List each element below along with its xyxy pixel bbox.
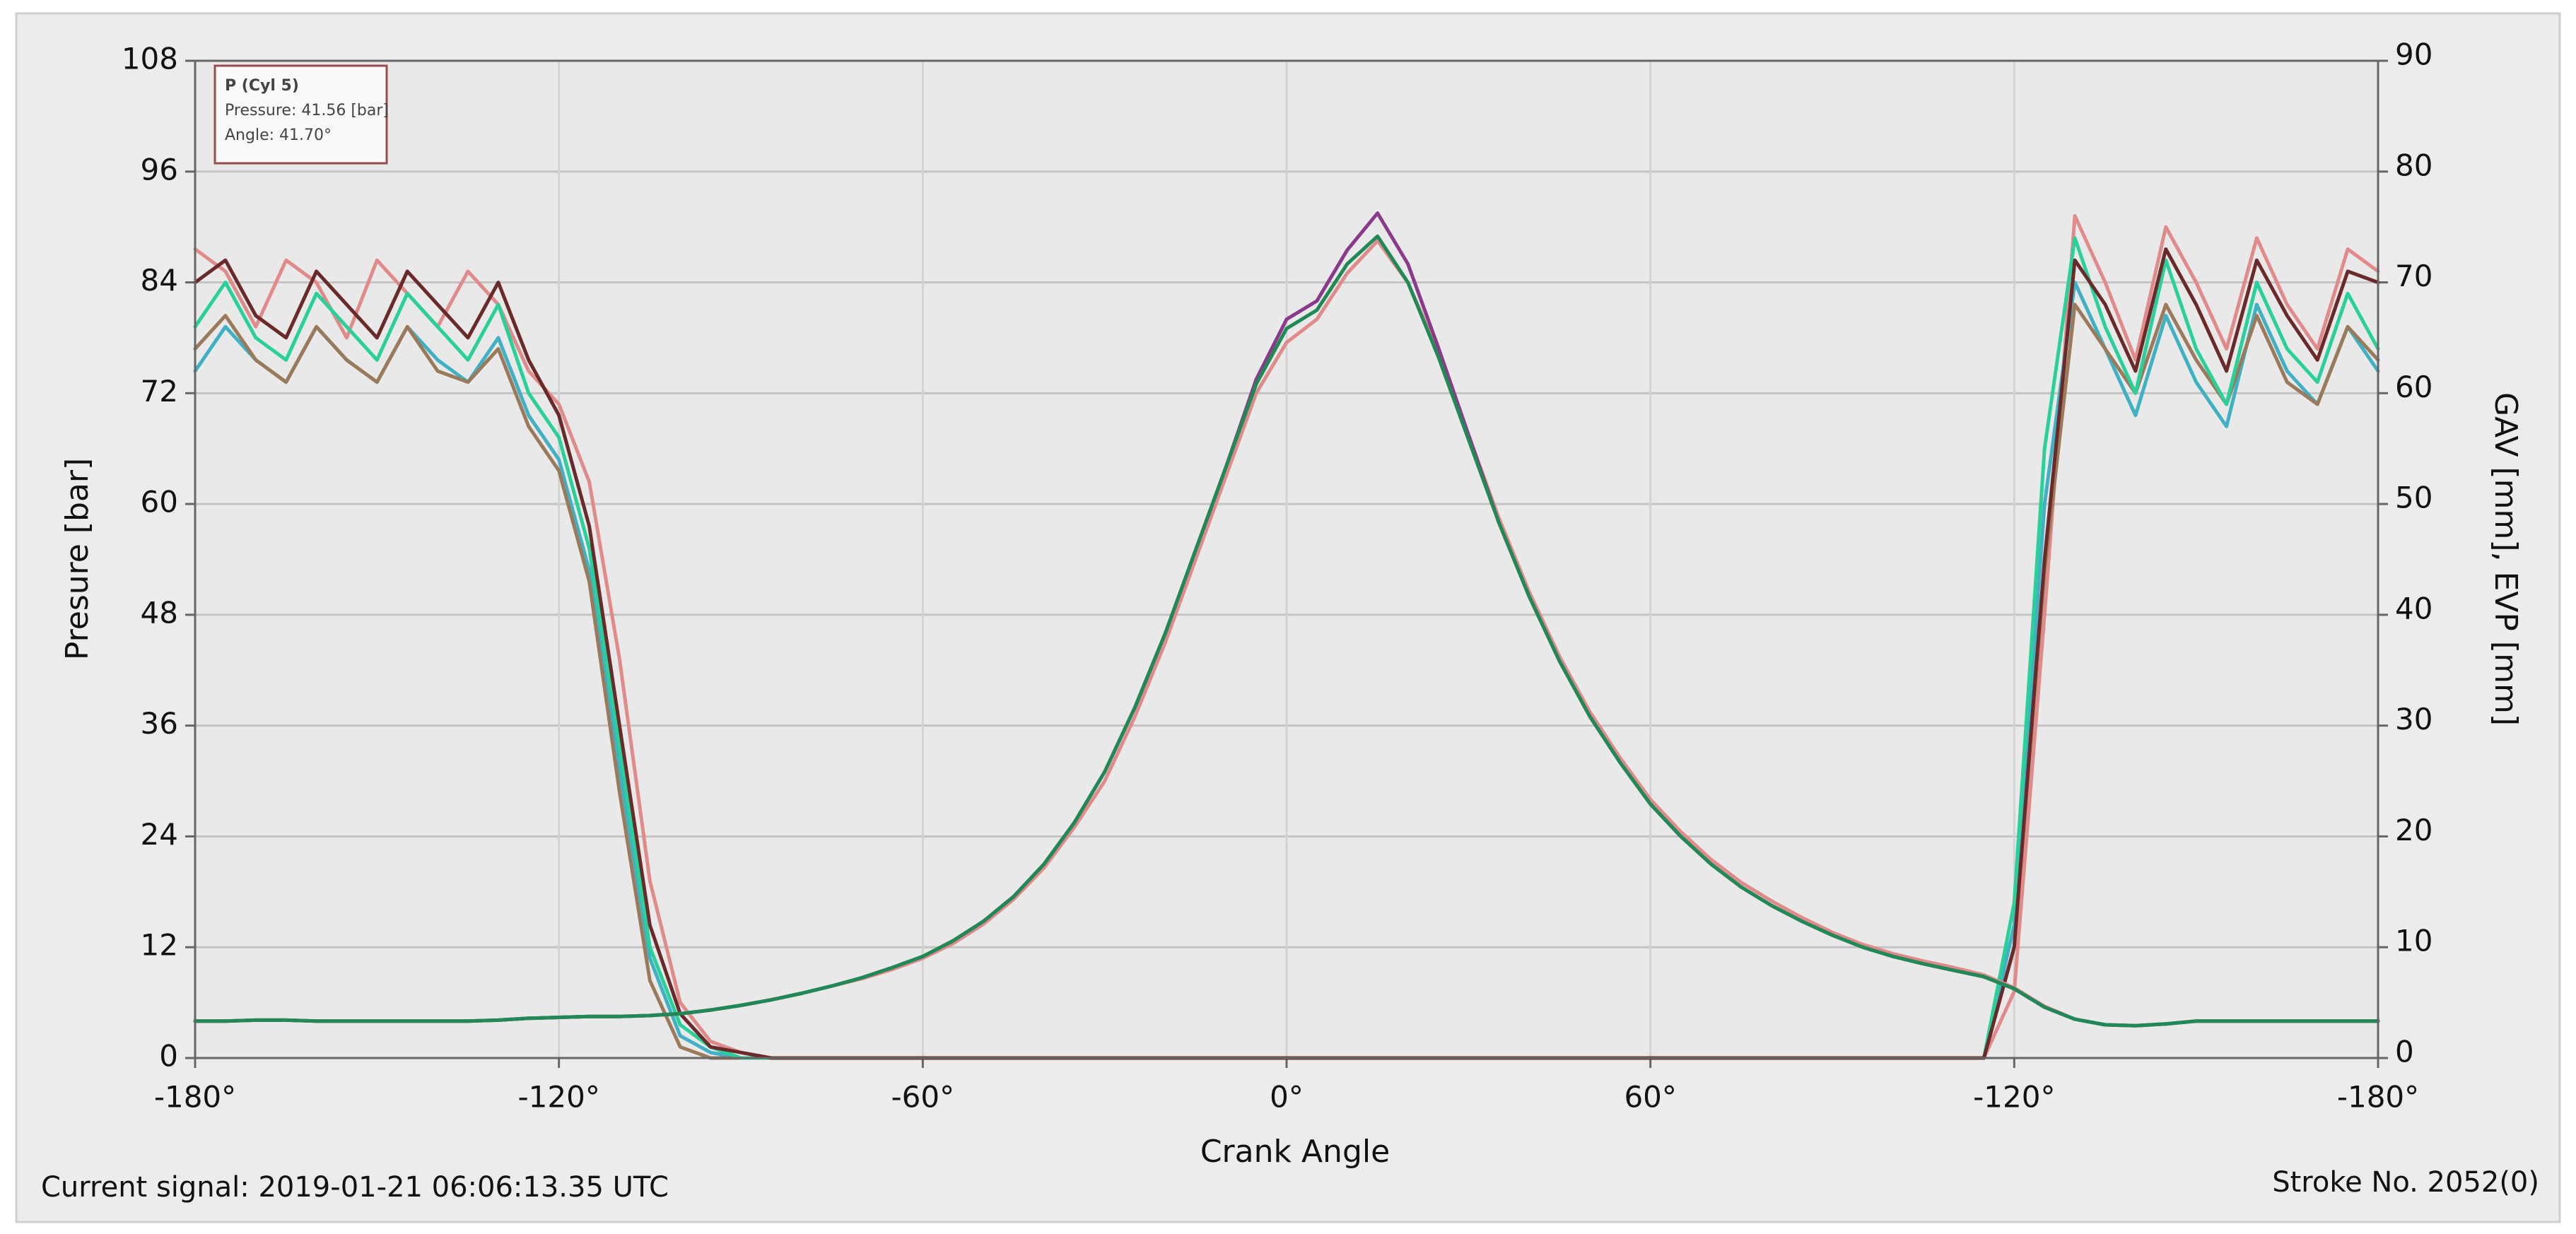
y2-tick-label: 50 bbox=[2395, 481, 2432, 515]
x-tick-label: -120° bbox=[1973, 1080, 2055, 1115]
x-tick-label: 60° bbox=[1624, 1080, 1676, 1115]
series-line bbox=[193, 234, 2380, 1028]
y2-tick-label: 20 bbox=[2395, 813, 2432, 847]
y-tick-label: 60 bbox=[141, 485, 178, 519]
y2-axis-title: GAV [mm], EVP [mm] bbox=[2488, 392, 2524, 726]
y-axis-title: Presure [bar] bbox=[59, 458, 95, 660]
y-tick-label: 24 bbox=[141, 817, 178, 852]
x-tick-label: -60° bbox=[891, 1080, 955, 1115]
y-tick-label: 84 bbox=[141, 263, 178, 298]
y2-tick-label: 10 bbox=[2395, 924, 2432, 958]
annotation-line: Pressure: 41.56 [bar] bbox=[225, 102, 389, 119]
x-tick-label: 0° bbox=[1270, 1080, 1304, 1115]
x-tick-label: -180° bbox=[2337, 1080, 2419, 1115]
x-axis-title: Crank Angle bbox=[1200, 1134, 1390, 1170]
y2-tick-label: 30 bbox=[2395, 702, 2432, 736]
y2-tick-label: 70 bbox=[2395, 259, 2432, 293]
y2-tick-label: 60 bbox=[2395, 370, 2432, 404]
footer-left: Current signal: 2019-01-21 06:06:13.35 U… bbox=[41, 1171, 669, 1204]
y2-tick-label: 80 bbox=[2395, 148, 2432, 182]
y-tick-label: 48 bbox=[141, 595, 178, 630]
annotation-box bbox=[213, 64, 388, 165]
y-tick-label: 36 bbox=[141, 706, 178, 741]
y2-tick-label: 0 bbox=[2395, 1035, 2414, 1069]
y-tick-label: 108 bbox=[122, 42, 178, 76]
y-tick-label: 96 bbox=[141, 152, 178, 187]
y-tick-label: 12 bbox=[141, 928, 178, 963]
x-tick-label: -180° bbox=[154, 1080, 236, 1115]
footer-right: Stroke No. 2052(0) bbox=[2272, 1166, 2539, 1199]
y-tick-label: 0 bbox=[159, 1039, 178, 1074]
y2-tick-label: 90 bbox=[2395, 37, 2432, 72]
annotation-title: P (Cyl 5) bbox=[225, 77, 299, 95]
annotation: P (Cyl 5) Pressure: 41.56 [bar] Angle: 4… bbox=[213, 64, 389, 165]
annotation-line: Angle: 41.70° bbox=[225, 127, 332, 144]
y-tick-label: 72 bbox=[141, 374, 178, 409]
y2-tick-label: 40 bbox=[2395, 591, 2432, 625]
x-tick-label: -120° bbox=[518, 1080, 600, 1115]
